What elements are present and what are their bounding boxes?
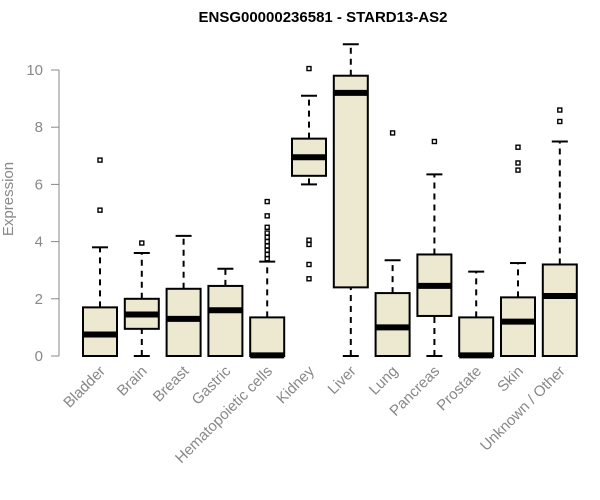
outlier-point [97,157,103,163]
box-group [374,130,411,357]
outlier-point [306,276,312,282]
outlier-point [306,261,312,268]
box-group [332,43,369,357]
boxes-group [82,43,578,359]
y-tick-label: 0 [35,348,43,365]
box-group [458,270,495,359]
box-group [291,65,327,282]
box-group [123,240,160,357]
x-tick-label: Brain [114,363,151,400]
box-group [207,267,244,357]
box [207,284,244,357]
outlier-point [306,65,312,72]
x-tick-label: Kidney [273,362,318,407]
chart-title: ENSG00000236581 - STARD13-AS2 [198,9,447,26]
x-tick-label: Prostate [433,363,485,415]
box [541,263,578,358]
outlier-point [264,230,270,236]
outlier-point [557,118,563,125]
box-group [165,234,202,358]
y-tick-label: 6 [35,176,43,193]
outlier-point [264,213,270,219]
outlier-point [264,234,270,241]
x-tick-label: Breast [150,362,193,405]
outlier-point [557,107,563,113]
box [332,74,369,289]
outlier-point [264,247,270,253]
y-tick-label: 4 [35,234,43,251]
box [500,296,536,357]
outlier-point [264,243,270,249]
outlier-point [515,160,521,166]
outlier-point [264,198,270,205]
outlier-point [264,256,270,262]
box [249,316,286,358]
box [165,287,202,358]
x-tick-label: Liver [325,363,360,398]
outlier-point [515,144,521,150]
y-tick-label: 10 [26,62,43,79]
y-axis-label: Expression [0,162,17,236]
box-group [249,198,286,359]
outlier-point [264,238,270,245]
outlier-point [97,207,103,213]
box-group [416,138,453,357]
x-tick-label: Skin [494,363,527,396]
y-tick-label: 8 [35,119,43,136]
outlier-point [139,240,145,246]
box-group [82,157,118,358]
box-group [541,107,578,358]
outlier-point [306,237,312,243]
x-tick-label: Bladder [60,363,109,412]
outlier-point [515,167,521,173]
box [458,316,495,358]
x-tick-label: Lung [366,363,402,399]
outlier-point [431,138,438,145]
box-group [500,144,536,357]
outlier-point [264,224,270,231]
y-axis: 0 2 4 6 8 10 [26,62,60,365]
outlier-point [264,251,270,258]
y-tick-label: 2 [35,291,43,308]
outlier-point [389,130,396,136]
outlier-point [306,241,312,248]
